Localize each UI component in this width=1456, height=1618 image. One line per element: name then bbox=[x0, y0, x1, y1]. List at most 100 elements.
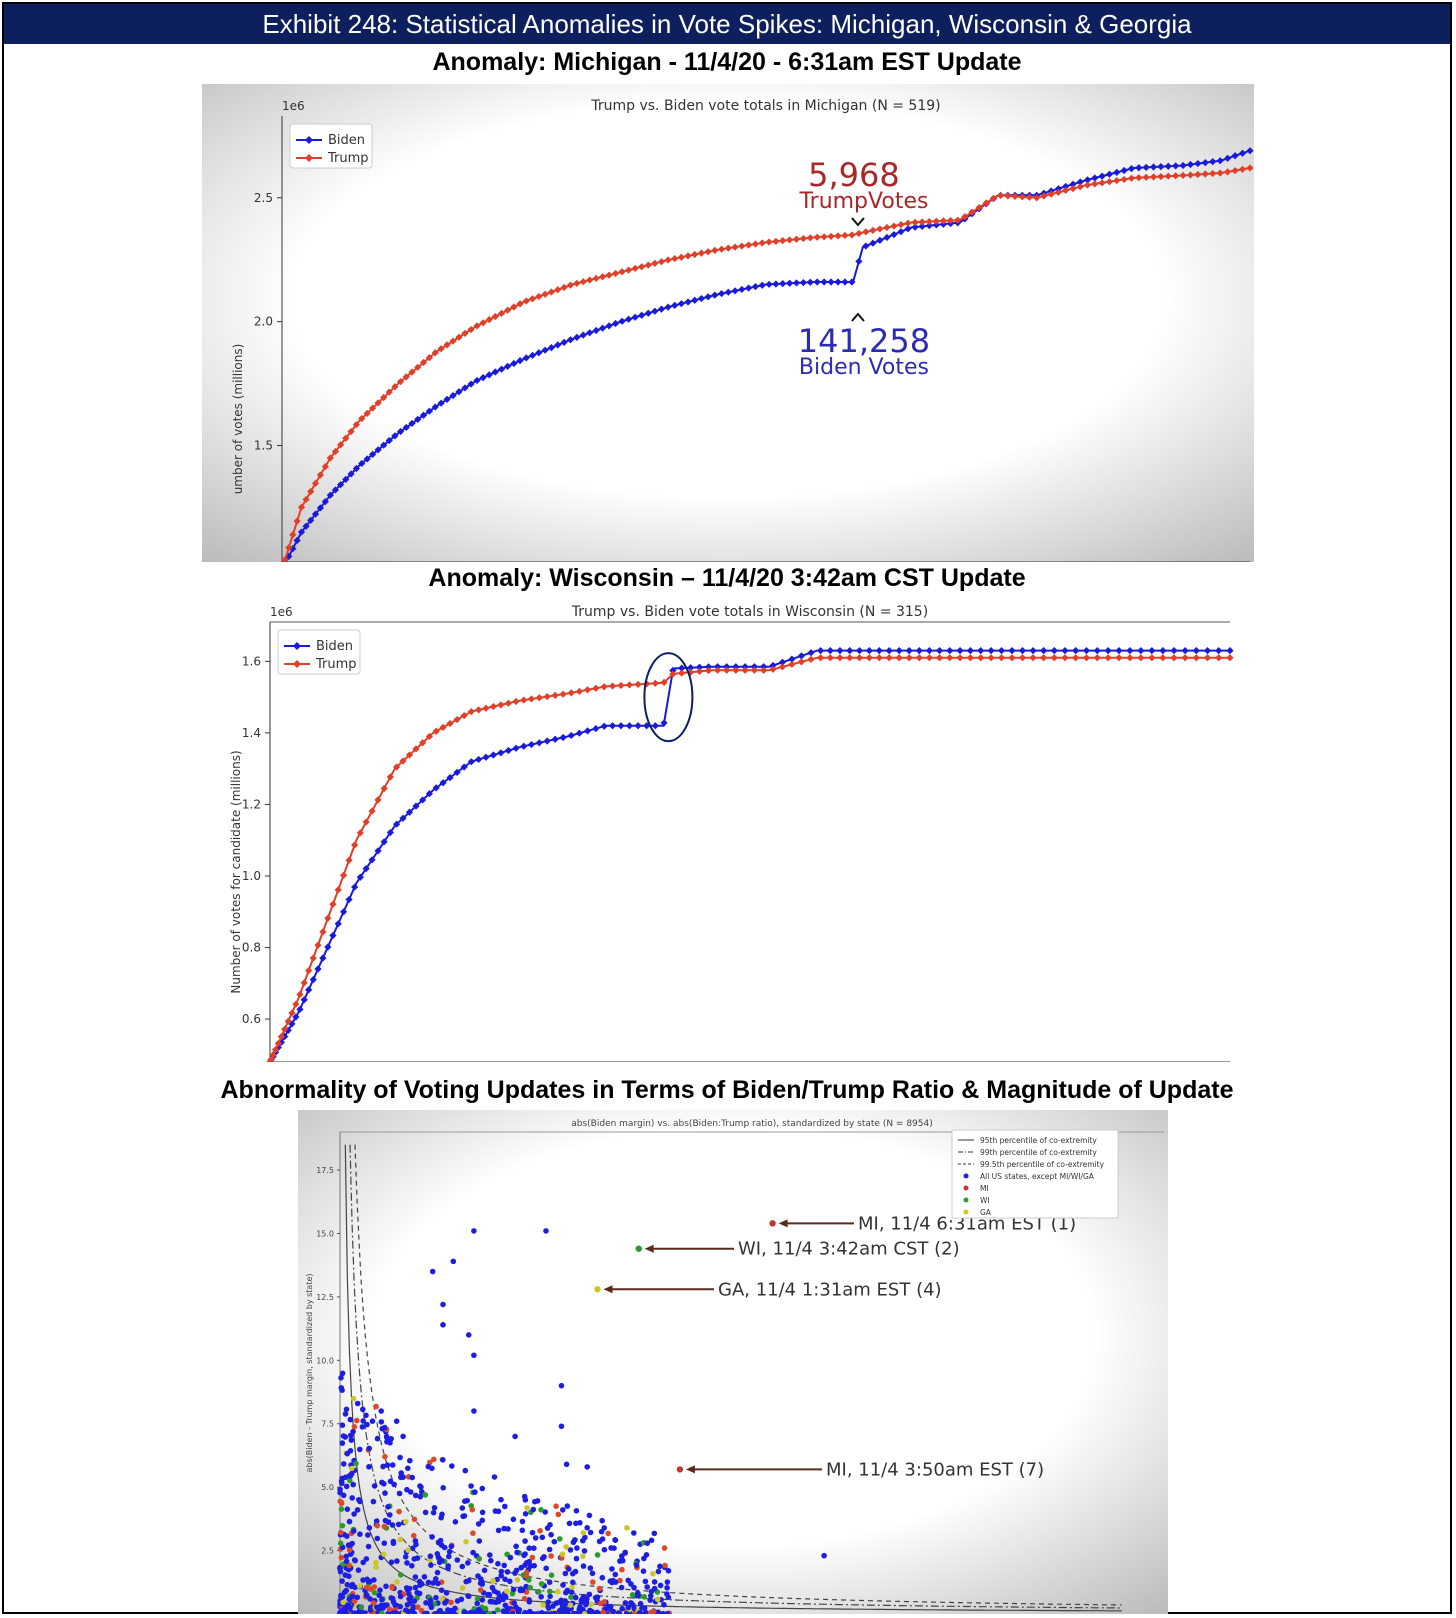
scatter-point bbox=[631, 1530, 637, 1536]
scatter-point bbox=[464, 1497, 470, 1504]
scatter-point bbox=[502, 1503, 508, 1510]
scatter-point bbox=[526, 1545, 532, 1551]
data-point-biden bbox=[504, 746, 513, 755]
spike-highlight-ellipse bbox=[643, 652, 694, 743]
data-point-trump bbox=[925, 218, 933, 226]
scatter-point bbox=[440, 1485, 446, 1491]
trump-votes-label: TrumpVotes bbox=[798, 189, 928, 214]
scatter-point bbox=[386, 1606, 393, 1612]
data-point-biden bbox=[369, 450, 377, 458]
scatter-point bbox=[438, 1514, 444, 1521]
scatter-point bbox=[433, 1576, 439, 1582]
scatter-point bbox=[526, 1597, 532, 1603]
scatter-point bbox=[354, 1400, 361, 1407]
scatter-point bbox=[546, 1546, 553, 1553]
scatter-point bbox=[640, 1568, 647, 1574]
scatter-point bbox=[513, 1543, 519, 1550]
scatter-point bbox=[594, 1594, 601, 1600]
data-point-biden bbox=[779, 280, 787, 288]
scatter-point bbox=[643, 1552, 650, 1558]
data-point-biden bbox=[1148, 647, 1156, 655]
scatter-point bbox=[555, 1588, 561, 1595]
scatter-point bbox=[342, 1411, 349, 1417]
scatter-point bbox=[358, 1604, 364, 1611]
data-point-trump bbox=[961, 213, 969, 221]
data-point-trump bbox=[869, 226, 877, 234]
scatter-point bbox=[470, 1549, 476, 1556]
scatter-point bbox=[449, 1610, 456, 1614]
scatter-point bbox=[507, 1554, 514, 1561]
scatter-point bbox=[351, 1511, 357, 1517]
scatter-point bbox=[340, 1492, 347, 1499]
scatter-point bbox=[566, 1566, 572, 1572]
scatter-point bbox=[476, 1556, 482, 1562]
scatter-point bbox=[434, 1569, 441, 1576]
data-point-biden bbox=[386, 828, 394, 837]
data-point-trump bbox=[592, 684, 600, 692]
scatter-point bbox=[522, 1551, 528, 1557]
data-point-biden bbox=[358, 459, 366, 468]
data-point-biden bbox=[1164, 162, 1172, 170]
scatter-point bbox=[502, 1602, 509, 1609]
data-point-trump bbox=[1091, 180, 1099, 188]
scatter-point bbox=[449, 1463, 455, 1469]
scatter-point bbox=[407, 1457, 413, 1464]
data-point-biden bbox=[745, 284, 753, 292]
data-point-biden bbox=[1194, 159, 1202, 168]
data-point-trump bbox=[288, 1009, 296, 1017]
scatter-point bbox=[569, 1589, 575, 1596]
scatter-point bbox=[351, 1424, 358, 1430]
legend-marker-biden bbox=[305, 136, 313, 144]
data-point-biden bbox=[289, 545, 297, 553]
scatter-point bbox=[471, 1228, 477, 1234]
data-point-trump bbox=[1231, 166, 1239, 175]
data-point-biden bbox=[638, 311, 646, 319]
data-point-biden bbox=[579, 331, 587, 339]
scatter-point bbox=[374, 1535, 381, 1542]
data-point-trump bbox=[1104, 654, 1112, 662]
scatter-point bbox=[651, 1579, 658, 1585]
data-point-trump bbox=[491, 312, 499, 321]
data-point-biden bbox=[309, 976, 317, 984]
scatter-point bbox=[445, 1565, 451, 1572]
scatter-point bbox=[363, 1412, 369, 1419]
exhibit-banner: Exhibit 248: Statistical Anomalies in Vo… bbox=[4, 4, 1450, 44]
data-point-trump bbox=[799, 234, 807, 243]
scatter-point bbox=[337, 1498, 343, 1505]
scatter-point bbox=[664, 1585, 670, 1591]
scatter-point bbox=[381, 1523, 388, 1530]
scatter-point bbox=[560, 1582, 566, 1588]
data-point-biden bbox=[516, 357, 524, 365]
data-point-biden bbox=[522, 354, 530, 362]
scatter-point bbox=[351, 1610, 358, 1614]
data-point-biden bbox=[1135, 164, 1143, 172]
scatter-point bbox=[501, 1525, 507, 1532]
scatter-point bbox=[343, 1553, 350, 1560]
scatter-point bbox=[412, 1492, 419, 1499]
scatter-point bbox=[470, 1530, 476, 1536]
data-point-trump bbox=[820, 233, 828, 241]
data-point-trump bbox=[414, 363, 422, 371]
scatter-point bbox=[341, 1589, 348, 1595]
scatter-point bbox=[391, 1481, 397, 1488]
scatter-point bbox=[558, 1382, 565, 1389]
data-point-biden bbox=[611, 319, 620, 328]
data-point-trump bbox=[292, 1000, 300, 1008]
data-point-trump bbox=[711, 246, 719, 254]
data-point-trump bbox=[932, 217, 940, 225]
data-point-trump bbox=[1203, 654, 1212, 662]
scatter-point bbox=[350, 1395, 357, 1402]
scatter-point bbox=[581, 1548, 588, 1554]
data-point-biden bbox=[352, 464, 360, 473]
data-point-biden bbox=[554, 341, 562, 349]
scatter-point bbox=[623, 1611, 630, 1614]
data-point-trump bbox=[374, 399, 382, 407]
scatter-point bbox=[411, 1532, 417, 1539]
data-point-biden bbox=[1209, 158, 1217, 166]
scatter-point bbox=[573, 1555, 580, 1562]
scatter-point bbox=[374, 1604, 380, 1610]
scatter-point bbox=[339, 1593, 346, 1600]
scatter-point bbox=[344, 1581, 351, 1588]
scatter-point bbox=[588, 1601, 594, 1608]
scatter-point bbox=[615, 1610, 622, 1614]
